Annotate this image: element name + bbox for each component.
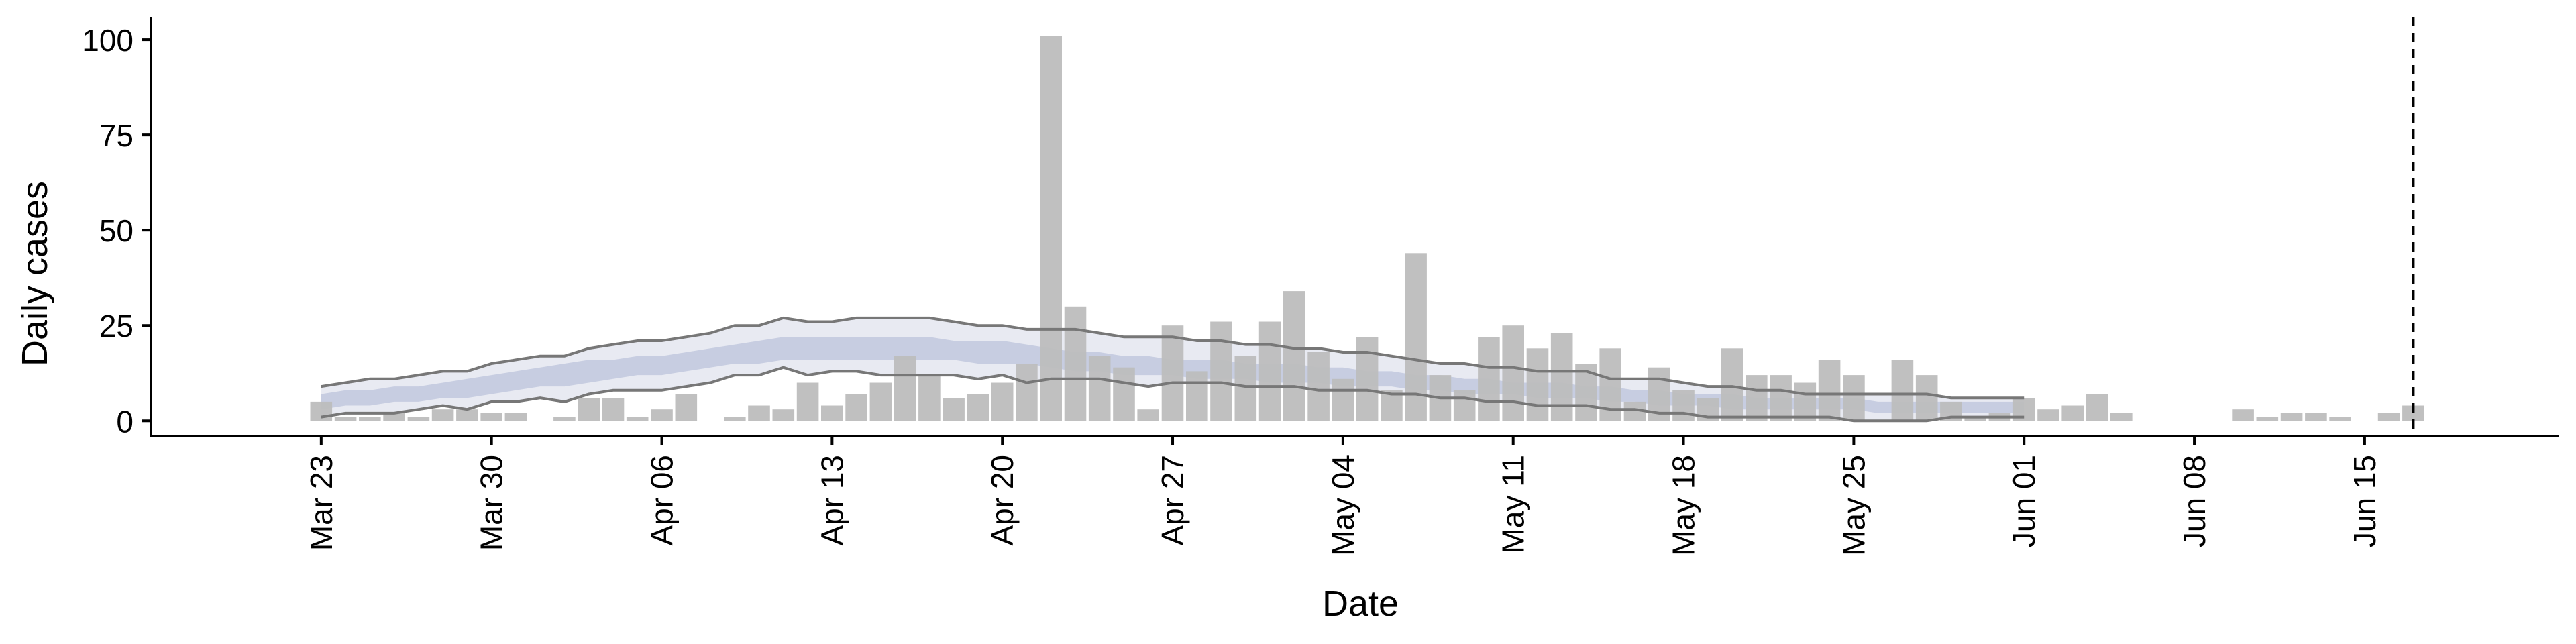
case-bar <box>480 413 502 421</box>
x-tick-label: Mar 23 <box>304 455 339 551</box>
x-axis-title: Date <box>1322 584 1399 624</box>
x-tick-label: May 25 <box>1836 455 1871 556</box>
y-tick-label: 75 <box>99 118 133 153</box>
y-tick-label: 50 <box>99 213 133 248</box>
case-bar <box>651 409 673 421</box>
x-tick-label: May 18 <box>1666 455 1701 556</box>
case-bar <box>918 375 941 421</box>
x-tick-label: Jun 15 <box>2347 455 2382 547</box>
case-bar <box>1526 348 1549 421</box>
case-bar <box>310 401 333 421</box>
interval-boundary-lines <box>321 316 2025 423</box>
case-bar <box>2037 409 2059 421</box>
case-bar <box>821 405 843 421</box>
case-bar <box>1843 375 1865 421</box>
case-bar <box>2402 405 2424 421</box>
case-bar <box>724 417 746 421</box>
case-bar <box>383 413 405 421</box>
case-bar <box>772 409 795 421</box>
case-bar <box>2305 413 2327 421</box>
upper-bound-line <box>321 316 2025 400</box>
case-bar <box>1258 321 1281 421</box>
y-tick-label: 100 <box>82 23 133 58</box>
x-tick-label: Apr 06 <box>645 455 680 546</box>
case-bar <box>626 417 649 421</box>
case-bar <box>1186 371 1208 421</box>
case-bar <box>1478 337 1500 421</box>
case-bar <box>2110 413 2133 421</box>
case-bar <box>1721 348 1743 421</box>
case-bar <box>894 356 916 421</box>
case-bar <box>796 382 819 421</box>
x-tick-label: Jun 01 <box>2006 455 2041 547</box>
case-bar <box>1283 291 1305 421</box>
case-bar <box>334 417 357 421</box>
case-bar <box>1332 378 1354 421</box>
case-bar <box>1040 36 1062 421</box>
case-bar <box>2280 413 2303 421</box>
case-bar <box>675 394 698 421</box>
case-bar <box>1794 382 1817 421</box>
y-tick-label: 25 <box>99 309 133 343</box>
case-bar <box>2377 413 2400 421</box>
case-bar <box>2232 409 2254 421</box>
case-bar <box>2256 417 2279 421</box>
case-bar <box>1016 364 1038 421</box>
case-bar <box>967 394 989 421</box>
case-bar <box>1550 333 1573 421</box>
daily-case-bars <box>310 36 2424 421</box>
case-bar <box>553 417 576 421</box>
case-bar <box>1891 360 1914 421</box>
case-bar <box>359 417 381 421</box>
case-bar <box>1453 390 1476 421</box>
case-bar <box>2086 394 2108 421</box>
case-bar <box>1356 337 1379 421</box>
case-bar <box>602 398 625 421</box>
case-bar <box>1818 360 1841 421</box>
x-tick-label: May 04 <box>1326 455 1360 556</box>
y-tick-label: 0 <box>116 404 133 439</box>
x-tick-label: Apr 13 <box>814 455 849 546</box>
x-tick-label: Apr 27 <box>1155 455 1190 546</box>
y-axis-title: Daily cases <box>15 181 55 366</box>
case-bar <box>1672 390 1695 421</box>
case-bar <box>1088 356 1111 421</box>
lower-bound-line <box>321 366 2025 423</box>
case-bar <box>1770 375 1792 421</box>
case-bar <box>504 413 527 421</box>
case-bar <box>1915 375 1938 421</box>
case-bar <box>2329 417 2351 421</box>
case-bar <box>1113 367 1135 421</box>
case-bar <box>748 405 770 421</box>
case-bar <box>1137 409 1159 421</box>
case-bar <box>1064 306 1087 421</box>
case-bar <box>407 417 430 421</box>
case-bar <box>431 409 454 421</box>
x-tick-label: Jun 08 <box>2177 455 2212 547</box>
case-bar <box>2061 405 2084 421</box>
case-bar <box>1746 375 1768 421</box>
case-bar <box>845 394 867 421</box>
case-bar <box>991 382 1014 421</box>
x-tick-label: Mar 30 <box>474 455 509 551</box>
x-tick-label: Apr 20 <box>985 455 1020 546</box>
case-bar <box>1161 325 1184 421</box>
case-bar <box>456 409 478 421</box>
case-bar <box>1210 321 1232 421</box>
axes: 0 25 50 75 100 Mar 23 Mar 30 Apr 06 Apr 13 Apr 20… <box>82 17 2559 556</box>
case-bar <box>869 382 892 421</box>
case-bar <box>1502 325 1524 421</box>
case-bar <box>943 398 965 421</box>
case-bar <box>578 398 600 421</box>
case-bar <box>1964 417 1986 421</box>
x-tick-label: May 11 <box>1496 455 1531 553</box>
case-bar <box>1234 356 1257 421</box>
case-bar <box>1307 352 1330 421</box>
